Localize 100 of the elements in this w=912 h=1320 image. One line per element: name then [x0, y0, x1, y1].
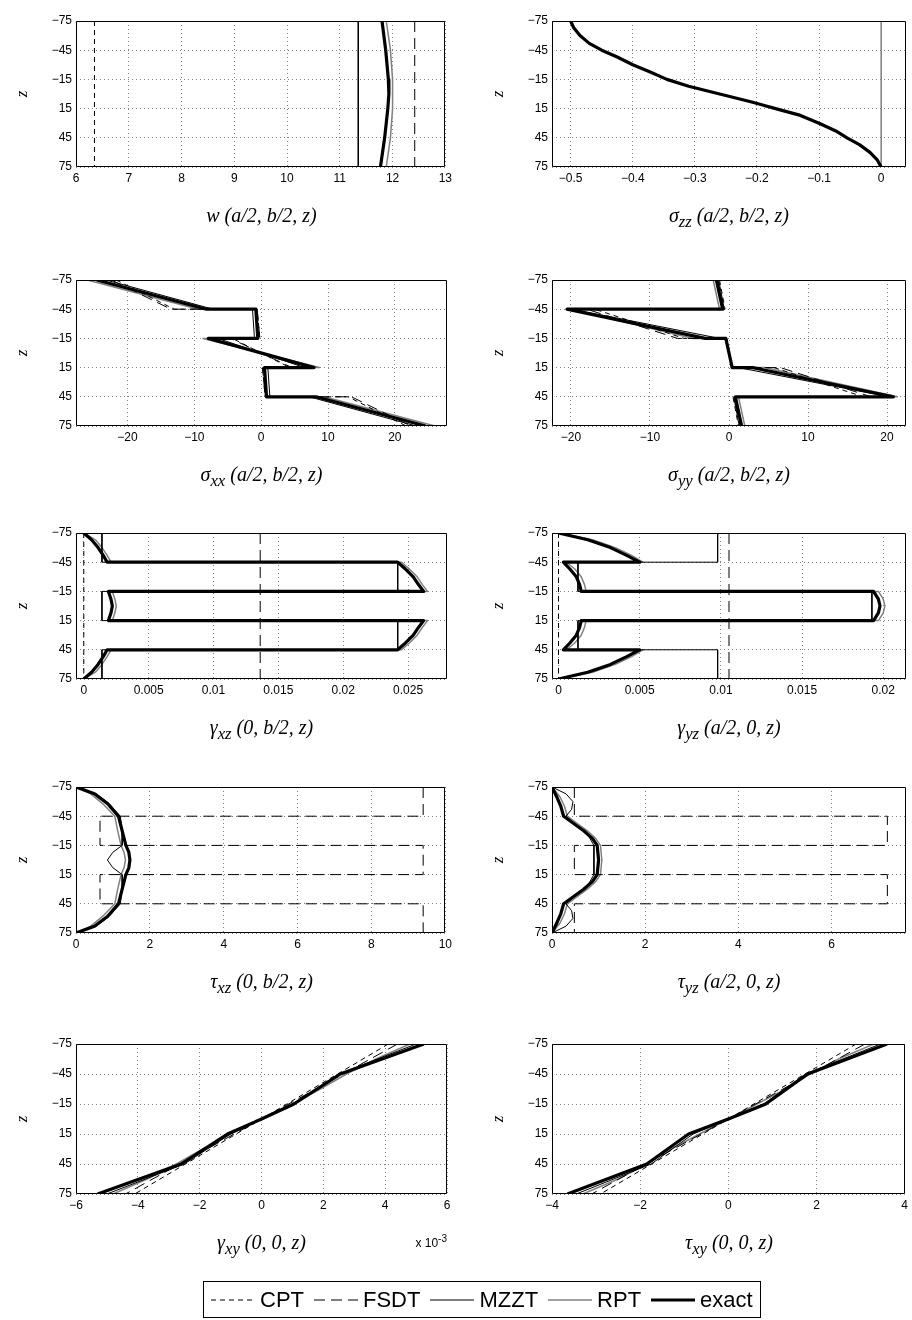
y-tick-label: −15 — [51, 837, 73, 852]
x-tick-label: 0.015 — [787, 682, 818, 697]
x-tick-label: 11 — [333, 170, 347, 185]
y-tick-label: −15 — [527, 330, 549, 345]
y-tick-label: −45 — [527, 808, 549, 823]
y-tick-label: 75 — [534, 671, 549, 686]
y-tick-label: −75 — [527, 779, 549, 794]
legend-label: MZZT — [479, 1286, 539, 1313]
y-tick-label: −15 — [527, 71, 549, 86]
y-tick-label: 15 — [58, 359, 73, 374]
y-tick-label: 15 — [534, 359, 549, 374]
y-tick-label: −75 — [527, 13, 549, 28]
x-tick-label: 0 — [724, 1197, 732, 1212]
y-tick-label: 45 — [534, 896, 549, 911]
y-axis-title: z — [11, 349, 31, 358]
x-tick-label: 0 — [555, 682, 563, 697]
y-tick-label: −75 — [51, 1036, 73, 1051]
x-tick-label: 8 — [178, 170, 186, 185]
x-tick-label: −10 — [639, 429, 661, 444]
y-tick-label: −45 — [527, 1066, 549, 1081]
y-axis-title: z — [487, 602, 507, 611]
y-tick-label: −75 — [51, 272, 73, 287]
y-tick-label: 15 — [58, 612, 73, 627]
x-tick-label: 2 — [813, 1197, 821, 1212]
x-tick-label: 0 — [258, 1197, 266, 1212]
y-axis-title: z — [487, 90, 507, 99]
x-tick-label: −0.4 — [620, 170, 645, 185]
x-tick-label: 8 — [368, 936, 376, 951]
x-tick-label: 20 — [880, 429, 895, 444]
legend-label: CPT — [260, 1286, 304, 1313]
y-tick-label: 45 — [58, 389, 73, 404]
y-tick-label: 45 — [58, 130, 73, 145]
y-tick-label: 45 — [58, 642, 73, 657]
x-tick-label: 10 — [801, 429, 816, 444]
y-tick-label: 75 — [58, 159, 73, 174]
x-tick-label: 0 — [725, 429, 733, 444]
x-axis-title: γ$_{xy}$ (0, 0, z) — [217, 1231, 306, 1258]
x-tick-label: 12 — [385, 170, 400, 185]
x-tick-label: −10 — [184, 429, 205, 444]
y-tick-label: 15 — [534, 866, 549, 881]
x-axis-title: σ$_{zz}$ (a/2, b/2, z) — [667, 203, 791, 233]
x-tick-label: −2 — [192, 1197, 207, 1212]
x-tick-label: 6 — [828, 936, 836, 951]
x-tick-label: 20 — [388, 429, 402, 444]
y-tick-label: 45 — [534, 389, 549, 404]
y-tick-label: 45 — [534, 130, 549, 145]
y-tick-label: 15 — [58, 866, 73, 881]
y-tick-label: −45 — [527, 42, 549, 57]
x-axis-title: γ$_{xz}$ (0, b/2, z) — [208, 715, 315, 745]
x-axis-title: γ$_{yz}$ (a/2, 0, z) — [676, 715, 782, 745]
x-tick-label: 0.01 — [201, 682, 226, 697]
y-tick-label: −75 — [527, 272, 549, 287]
x-tick-label: −0.2 — [745, 170, 770, 185]
x-axis-title: τ$_{xy}$ (0, 0, z) — [683, 1230, 775, 1260]
y-tick-label: 15 — [534, 1126, 549, 1141]
x-tick-label: 0.02 — [331, 682, 356, 697]
y-tick-label: 15 — [534, 100, 549, 115]
x-tick-label: 7 — [125, 170, 133, 185]
x-tick-label: 4 — [901, 1197, 909, 1212]
y-tick-label: −45 — [527, 301, 549, 316]
x-tick-label: 0.005 — [133, 682, 164, 697]
x-tick-label: 0 — [80, 682, 88, 697]
y-tick-label: 75 — [534, 925, 549, 940]
y-tick-label: 15 — [58, 1126, 73, 1141]
y-tick-label: −75 — [51, 525, 73, 540]
y-tick-label: −75 — [51, 13, 73, 28]
y-tick-label: 15 — [534, 612, 549, 627]
x-tick-label: −20 — [560, 429, 582, 444]
y-axis-title: z — [11, 90, 31, 99]
y-tick-label: −45 — [51, 554, 73, 569]
x-axis-title: σ$_{xx}$ (a/2, b/2, z) — [199, 462, 324, 492]
y-tick-label: −45 — [527, 554, 549, 569]
y-tick-label: −15 — [51, 71, 73, 86]
x-tick-label: 6 — [72, 170, 80, 185]
y-tick-label: 75 — [58, 925, 73, 940]
y-tick-label: −45 — [51, 808, 73, 823]
x-tick-label: 2 — [319, 1197, 327, 1212]
x-tick-label: 9 — [230, 170, 238, 185]
x-tick-label: −0.5 — [558, 170, 583, 185]
x-tick-label: 10 — [438, 936, 453, 951]
y-tick-label: −15 — [527, 583, 549, 598]
x-tick-label: 0.01 — [709, 682, 733, 697]
y-tick-label: −45 — [51, 42, 73, 57]
x-tick-label: −2 — [633, 1197, 648, 1212]
x-tick-label: 10 — [321, 429, 336, 444]
x-axis-title: σ$_{yy}$ (a/2, b/2, z) — [667, 462, 791, 492]
x-tick-label: 10 — [280, 170, 295, 185]
x-tick-label: 0.015 — [263, 682, 294, 697]
y-tick-label: −75 — [527, 1036, 549, 1051]
y-tick-label: 45 — [58, 1156, 73, 1171]
y-tick-label: 45 — [58, 896, 73, 911]
x-tick-label: 0 — [72, 936, 80, 951]
x-tick-label: −0.1 — [807, 170, 832, 185]
x-tick-label: −4 — [130, 1197, 145, 1212]
x-tick-label: 0 — [548, 936, 556, 951]
text: x 10$^{-3}$ — [415, 1232, 447, 1251]
x-tick-label: 2 — [641, 936, 649, 951]
x-tick-label: 0 — [877, 170, 885, 185]
y-tick-label: −15 — [51, 330, 73, 345]
legend-label: FSDT — [363, 1286, 421, 1313]
